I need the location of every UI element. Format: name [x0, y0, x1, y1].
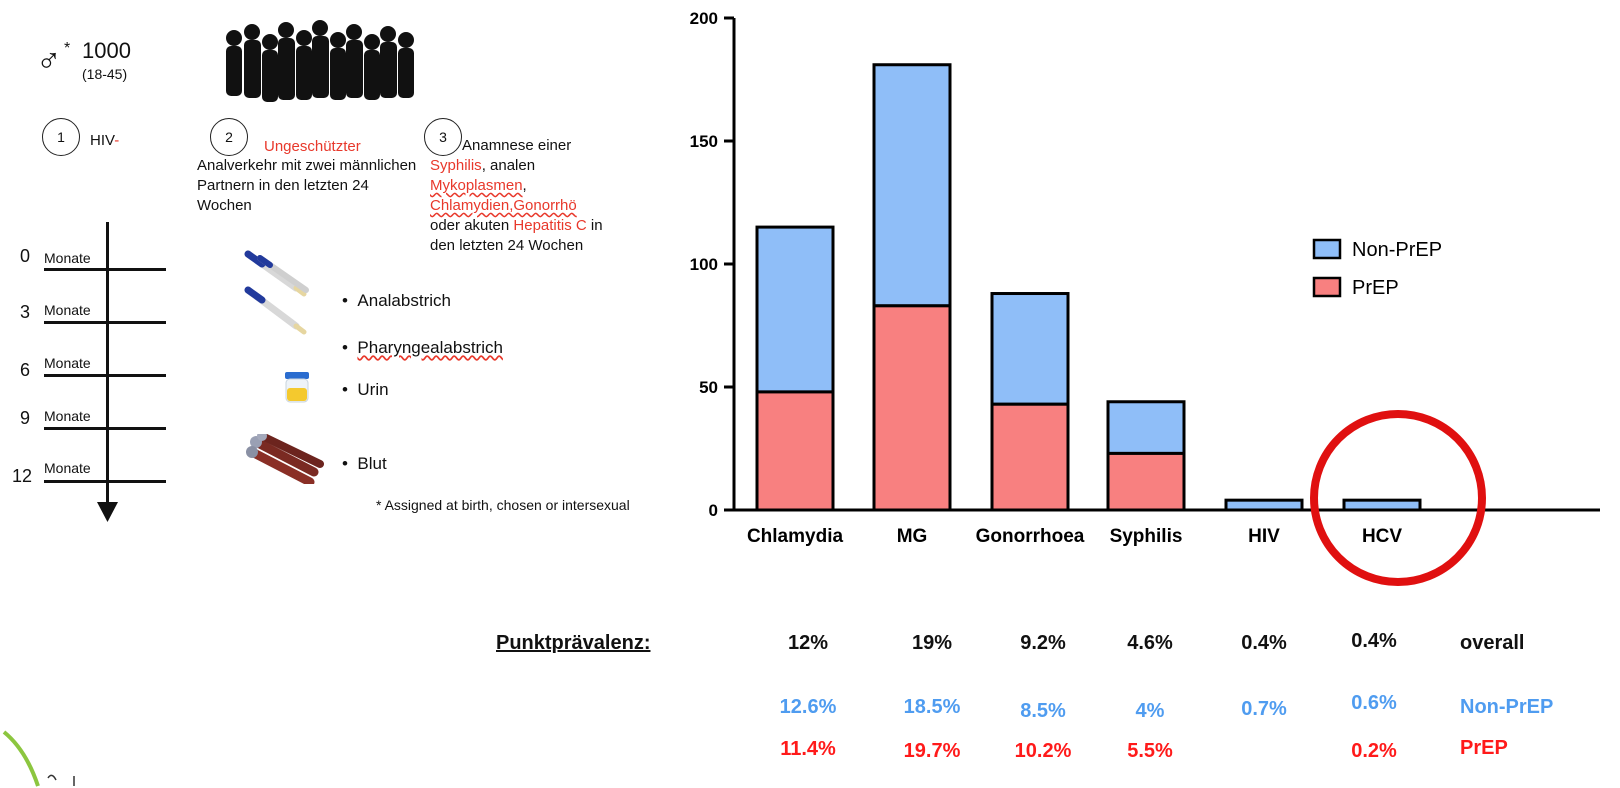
bar-prep-chlamydia: [755, 390, 835, 512]
criterion-1-minus: -: [114, 132, 120, 149]
prevalence-cell: 8.5%: [1020, 700, 1066, 722]
x-tick-label: HCV: [1362, 526, 1402, 547]
criterion-3-line4: Chlamydien,Gonorrhö: [430, 197, 577, 214]
sample-item-urine: • Urin: [342, 380, 389, 399]
month-unit: Monate: [44, 408, 91, 424]
chart-bars: Chlamydia MG Gonorrhoea Syphilis HIV HCV: [747, 63, 1422, 547]
prevalence-cell: 5.5%: [1127, 740, 1173, 762]
month-unit: Monate: [44, 355, 91, 371]
criterion-3-number: 3: [424, 118, 462, 156]
prevalence-cell: 10.2%: [1014, 740, 1072, 762]
swab-icon: [244, 250, 309, 335]
asterisk: *: [64, 40, 71, 57]
bar-nonprep-syphilis: [1106, 400, 1186, 455]
bar-nonprep-mg: [872, 63, 952, 308]
criterion-1-hiv: HIV: [90, 132, 115, 149]
month-unit: Monate: [44, 460, 91, 476]
month-unit: Monate: [44, 302, 91, 318]
criterion-1-text: HIV-: [90, 132, 119, 149]
x-tick-label: Chlamydia: [747, 526, 844, 547]
criterion-2-title: Ungeschützter: [264, 138, 361, 155]
bar-nonprep-gonorrhoea: [990, 292, 1070, 406]
prevalence-cell: 4%: [1135, 700, 1165, 722]
bar-nonprep-hiv: [1224, 498, 1304, 512]
arrow-down-icon: [97, 502, 118, 522]
criterion-3-line5: oder akuten Hepatitis C in: [430, 217, 603, 234]
x-tick-label: Gonorrhoea: [976, 526, 1085, 547]
prevalence-cell: 0.4%: [1351, 630, 1397, 652]
timeline-tick: [44, 427, 166, 430]
prevalence-cell: 0.2%: [1351, 740, 1397, 762]
month-number: 3: [20, 302, 31, 322]
sample-item-pharyngeal: • Pharyngealabstrich: [342, 338, 503, 357]
prevalence-cell: 12%: [787, 632, 829, 654]
prevalence-cell: 9.2%: [1020, 632, 1066, 654]
bar-prep-mg: [872, 304, 952, 512]
prevalence-cell: 0.7%: [1241, 698, 1287, 720]
sample-item-blood: • Blut: [342, 454, 387, 473]
criterion-3-line2: Syphilis, analen: [430, 157, 536, 174]
month-number: 6: [20, 360, 31, 380]
nonprep-row-label: Non-PrEP: [1460, 696, 1554, 718]
prevalence-cell: 19.7%: [903, 740, 961, 762]
criterion-2-body: Analverkehr mit zwei männlichen Partnern…: [197, 157, 417, 214]
criterion-3-line1: Anamnese einer: [462, 137, 572, 154]
timeline-tick: [44, 321, 166, 324]
bar-prep-syphilis: [1106, 451, 1186, 512]
legend-label: PrEP: [1352, 277, 1399, 299]
prevalence-chart: 0 50 100 150 200 Chlamydia MG Gonorrhoea Syphil…: [690, 9, 1600, 586]
bar-nonprep-hcv: [1342, 498, 1422, 512]
criterion-1-number: 1: [42, 118, 80, 156]
legend-swatch-non-prep: [1312, 238, 1342, 260]
prevalence-label: Punktprävalenz:: [496, 632, 651, 654]
blood-tube-icon: [246, 434, 324, 484]
overall-row-label: overall: [1460, 632, 1525, 654]
male-symbol: ♂: [36, 42, 62, 80]
timeline-axis: [106, 222, 109, 510]
bar-nonprep-chlamydia: [755, 225, 835, 394]
timeline-tick: [44, 268, 166, 271]
logo-mark: [2, 730, 75, 787]
y-tick-label: 200: [690, 9, 718, 28]
legend-label: Non-PrEP: [1352, 239, 1442, 261]
bar-prep-gonorrhoea: [990, 402, 1070, 512]
urine-cup-icon: [285, 372, 309, 403]
prevalence-cell: 19%: [911, 632, 953, 654]
x-tick-label: Syphilis: [1110, 526, 1183, 547]
y-tick-label: 150: [690, 132, 718, 151]
participant-count: 1000: [82, 38, 131, 63]
timeline-tick: [44, 374, 166, 377]
people-silhouette-icon: [226, 20, 414, 102]
prevalence-cell: 0.4%: [1241, 632, 1287, 654]
legend-swatch-prep: [1312, 276, 1342, 298]
x-tick-label: HIV: [1248, 526, 1280, 547]
sample-item-anal: • Analabstrich: [342, 291, 451, 310]
age-range: (18-45): [82, 66, 128, 82]
criterion-2-number: 2: [210, 118, 248, 156]
month-number: 12: [12, 466, 33, 486]
criterion-3-text: Anamnese einer Syphilis, analen Mykoplas…: [430, 136, 670, 256]
month-number: 0: [20, 246, 31, 266]
month-number: 9: [20, 408, 31, 428]
footnote: * Assigned at birth, chosen or intersexu…: [376, 497, 630, 513]
prevalence-cell: 0.6%: [1351, 692, 1397, 714]
prevalence-cell: 18.5%: [903, 696, 961, 718]
hcv-highlight-circle: [1310, 410, 1486, 586]
prevalence-cell: 11.4%: [780, 738, 836, 760]
month-unit: Monate: [44, 250, 91, 266]
prevalence-cell: 4.6%: [1127, 632, 1173, 654]
prep-row-label: PrEP: [1460, 737, 1508, 759]
x-tick-label: MG: [897, 526, 928, 547]
criterion-3-line3: Mykoplasmen,: [430, 177, 527, 194]
y-tick-label: 0: [709, 501, 718, 520]
highlight-ring: [1310, 410, 1486, 586]
chart-legend: Non-PrEP PrEP: [1312, 238, 1442, 299]
timeline-tick: [44, 480, 166, 483]
y-tick-label: 100: [690, 255, 718, 274]
prevalence-cell: 12.6%: [779, 696, 837, 718]
y-tick-label: 50: [699, 378, 718, 397]
criterion-3-line6: den letzten 24 Wochen: [430, 237, 584, 254]
